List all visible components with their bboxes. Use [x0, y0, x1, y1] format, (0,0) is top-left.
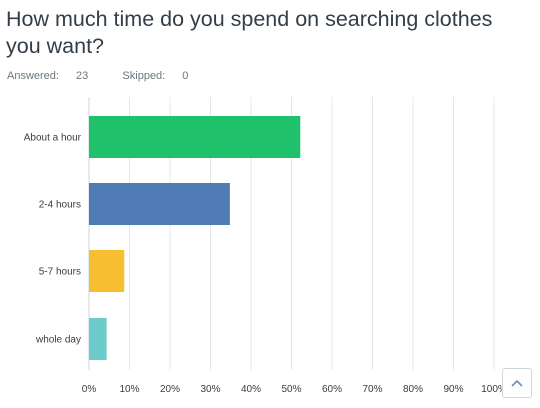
bar	[89, 116, 301, 158]
bar	[89, 318, 107, 360]
category-label: About a hour	[24, 133, 82, 144]
x-tick-label: 30%	[200, 384, 220, 395]
chevron-up-icon	[511, 379, 523, 387]
x-tick-label: 0%	[82, 384, 97, 395]
category-label: 2-4 hours	[39, 200, 81, 211]
x-tick-label: 90%	[443, 384, 463, 395]
skipped-label: Skipped:	[122, 70, 166, 82]
category-label: whole day	[35, 335, 81, 346]
bar	[89, 250, 125, 292]
chart-tick-labels: 0% 10% 20% 30% 40% 50% 60% 70% 80% 90% 100%	[82, 384, 507, 395]
answered-label: Answered:	[7, 70, 59, 82]
response-summary: Answered: 23 Skipped: 0	[7, 70, 188, 82]
scroll-to-top-button[interactable]	[502, 368, 532, 398]
x-tick-label: 60%	[322, 384, 342, 395]
x-tick-label: 50%	[281, 384, 301, 395]
x-tick-label: 100%	[481, 384, 507, 395]
bar	[89, 183, 230, 225]
answered-count: 23	[76, 70, 89, 82]
chart-category-labels: About a hour 2-4 hours 5-7 hours whole day	[24, 133, 82, 346]
chart-bars	[89, 116, 301, 360]
skipped-count: 0	[182, 70, 189, 82]
x-tick-label: 20%	[160, 384, 180, 395]
x-tick-label: 40%	[241, 384, 261, 395]
x-tick-label: 10%	[119, 384, 139, 395]
x-tick-label: 70%	[362, 384, 382, 395]
question-title: How much time do you spend on searching …	[6, 7, 493, 58]
category-label: 5-7 hours	[39, 267, 81, 278]
x-tick-label: 80%	[403, 384, 423, 395]
